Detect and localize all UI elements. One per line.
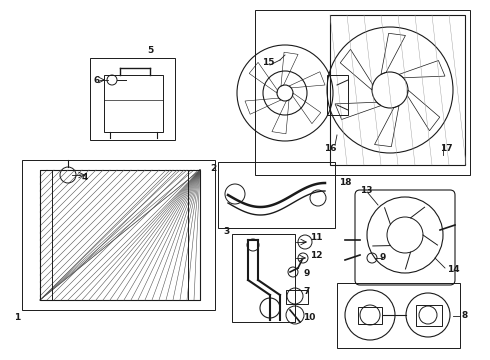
Bar <box>337 283 460 348</box>
Bar <box>188 170 200 300</box>
Bar <box>327 75 348 115</box>
Text: 2: 2 <box>210 163 216 172</box>
Text: 18: 18 <box>339 177 351 186</box>
Text: 4: 4 <box>82 172 88 181</box>
Text: 1: 1 <box>14 314 20 323</box>
Text: 3: 3 <box>224 228 230 237</box>
Text: 16: 16 <box>324 144 337 153</box>
Bar <box>416 305 442 326</box>
Text: 15: 15 <box>262 58 274 67</box>
Text: 12: 12 <box>310 252 322 261</box>
Bar <box>40 170 52 300</box>
Bar <box>22 160 215 310</box>
Bar <box>232 234 295 322</box>
Text: 11: 11 <box>310 234 322 243</box>
Text: 8: 8 <box>461 311 467 320</box>
Text: 17: 17 <box>440 144 453 153</box>
Bar <box>286 290 308 304</box>
Text: 5: 5 <box>147 45 153 54</box>
Bar <box>330 15 465 165</box>
Text: 10: 10 <box>303 314 316 323</box>
Bar <box>104 75 163 132</box>
Text: 14: 14 <box>447 266 460 275</box>
Text: 9: 9 <box>303 269 309 278</box>
Text: 13: 13 <box>360 185 372 194</box>
Bar <box>255 10 470 175</box>
Bar <box>358 307 382 324</box>
Text: 7: 7 <box>303 288 309 297</box>
Bar <box>218 162 335 228</box>
Bar <box>40 170 200 300</box>
Bar <box>90 58 175 140</box>
Text: 9: 9 <box>380 253 387 262</box>
Text: 6: 6 <box>93 76 99 85</box>
